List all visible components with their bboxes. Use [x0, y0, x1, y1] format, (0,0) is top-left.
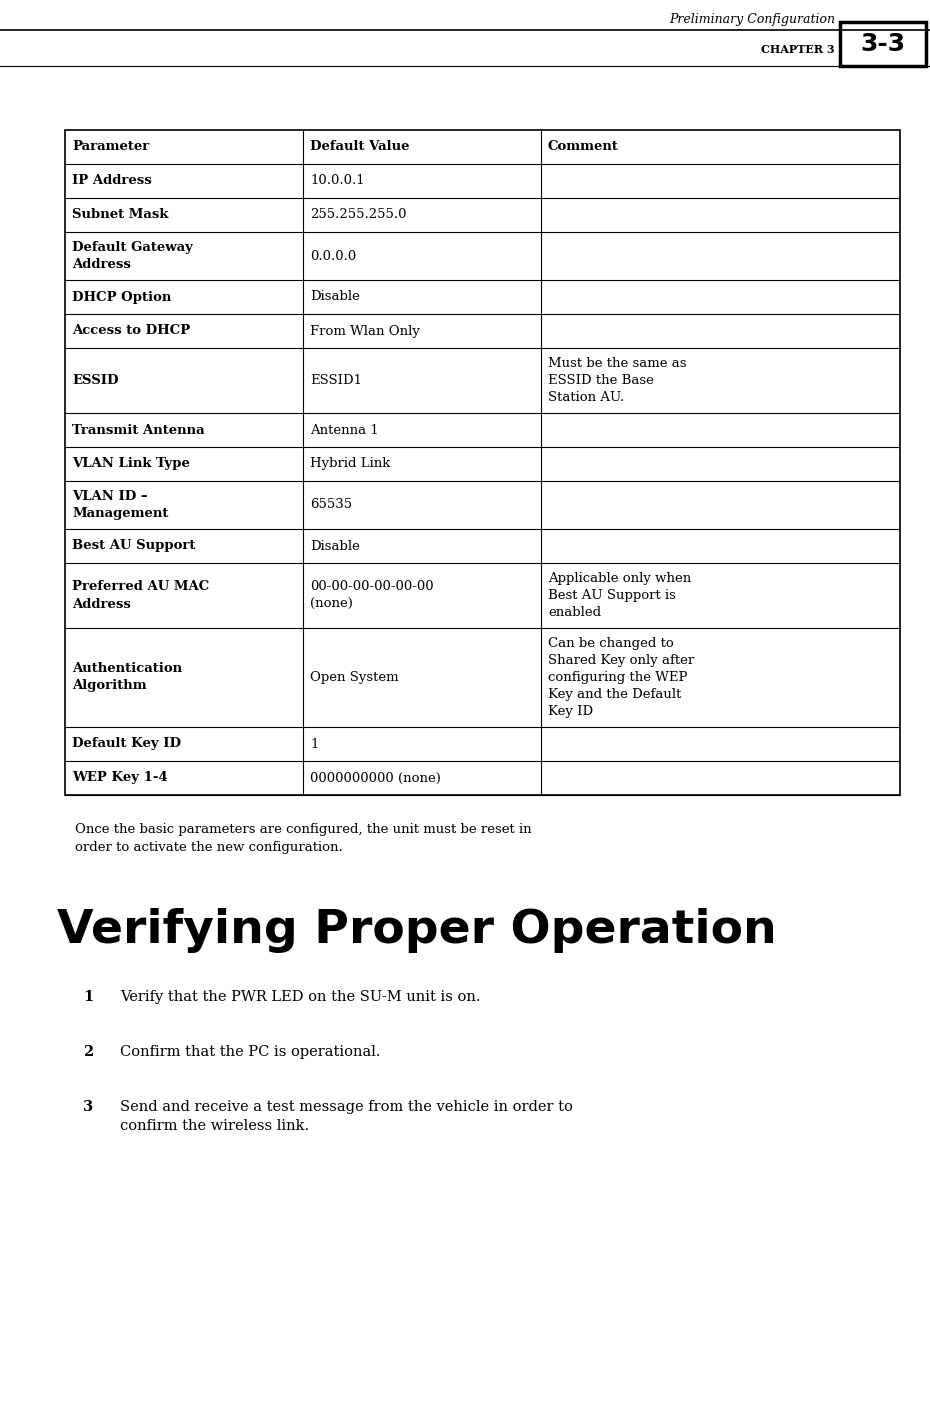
Text: 2: 2 [83, 1044, 93, 1059]
Text: Must be the same as
ESSID the Base
Station AU.: Must be the same as ESSID the Base Stati… [548, 357, 686, 404]
Text: Antenna 1: Antenna 1 [310, 423, 379, 436]
Text: Authentication
Algorithm: Authentication Algorithm [72, 662, 182, 692]
Text: Applicable only when
Best AU Support is
enabled: Applicable only when Best AU Support is … [548, 573, 691, 620]
Text: Preliminary Configuration: Preliminary Configuration [669, 13, 835, 26]
Text: Hybrid Link: Hybrid Link [310, 458, 391, 470]
Text: Access to DHCP: Access to DHCP [72, 324, 191, 338]
Text: 10.0.0.1: 10.0.0.1 [310, 175, 365, 188]
Text: ESSID: ESSID [72, 374, 118, 387]
Text: ESSID1: ESSID1 [310, 374, 362, 387]
Text: Disable: Disable [310, 540, 360, 553]
Text: 0000000000 (none): 0000000000 (none) [310, 772, 441, 784]
Text: 255.255.255.0: 255.255.255.0 [310, 209, 406, 222]
Text: Preferred AU MAC
Address: Preferred AU MAC Address [72, 581, 209, 611]
Text: 1: 1 [83, 990, 93, 1005]
Text: From Wlan Only: From Wlan Only [310, 324, 419, 338]
Bar [65, 129, 900, 794]
Text: Open System: Open System [310, 671, 399, 684]
Text: VLAN Link Type: VLAN Link Type [72, 458, 190, 470]
Text: VLAN ID –
Management: VLAN ID – Management [72, 490, 168, 520]
Text: 1: 1 [310, 737, 318, 750]
Text: Once the basic parameters are configured, the unit must be reset in
order to act: Once the basic parameters are configured… [75, 823, 532, 854]
Text: Verifying Proper Operation: Verifying Proper Operation [57, 908, 777, 953]
Text: Can be changed to
Shared Key only after
configuring the WEP
Key and the Default
: Can be changed to Shared Key only after … [548, 637, 694, 718]
Text: Send and receive a test message from the vehicle in order to
confirm the wireles: Send and receive a test message from the… [120, 1100, 573, 1134]
Text: Transmit Antenna: Transmit Antenna [72, 423, 205, 436]
Text: Subnet Mask: Subnet Mask [72, 209, 168, 222]
Text: Best AU Support: Best AU Support [72, 540, 195, 553]
Text: Default Value: Default Value [310, 141, 409, 153]
Text: 65535: 65535 [310, 499, 352, 512]
Text: WEP Key 1-4: WEP Key 1-4 [72, 772, 167, 784]
Text: 00-00-00-00-00-00
(none): 00-00-00-00-00-00 (none) [310, 581, 433, 611]
Text: Parameter: Parameter [72, 141, 149, 153]
Text: Default Key ID: Default Key ID [72, 737, 181, 750]
Text: Default Gateway
Address: Default Gateway Address [72, 242, 193, 271]
Text: Comment: Comment [548, 141, 618, 153]
Text: CHAPTER 3: CHAPTER 3 [762, 44, 835, 55]
Text: Verify that the PWR LED on the SU-M unit is on.: Verify that the PWR LED on the SU-M unit… [120, 990, 481, 1005]
Text: 0.0.0.0: 0.0.0.0 [310, 250, 356, 263]
Text: 3: 3 [83, 1100, 93, 1114]
Text: DHCP Option: DHCP Option [72, 290, 171, 304]
Bar [840, 21, 926, 65]
Text: Disable: Disable [310, 290, 360, 304]
Text: IP Address: IP Address [72, 175, 152, 188]
Text: Confirm that the PC is operational.: Confirm that the PC is operational. [120, 1044, 380, 1059]
Text: 3-3: 3-3 [860, 33, 906, 55]
